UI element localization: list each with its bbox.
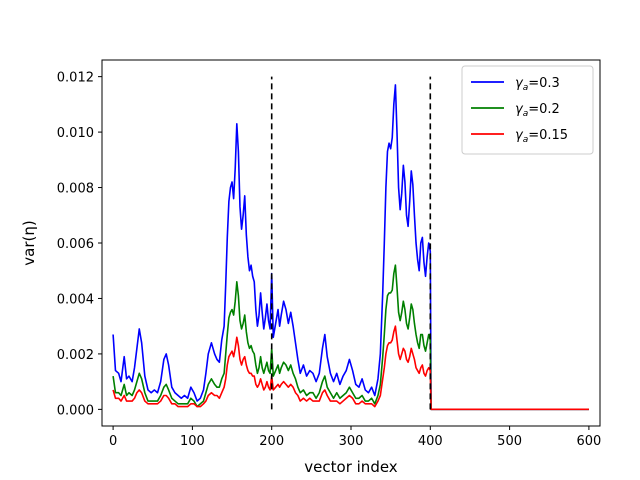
x-tick-label: 600 [576, 434, 601, 449]
x-tick-label: 0 [109, 434, 117, 449]
legend-symbol: γ [515, 128, 524, 143]
series-line-1 [112, 264, 589, 411]
plot-area [112, 76, 589, 411]
legend-value: =0.3 [528, 76, 560, 91]
y-tick-label: 0.004 [57, 292, 94, 307]
legend-subscript: a [523, 109, 529, 119]
x-tick-label: 300 [339, 434, 364, 449]
y-tick-label: 0.012 [57, 71, 94, 86]
legend-value: =0.15 [528, 128, 568, 143]
legend-subscript: a [523, 83, 529, 93]
legend-label-1: γa=0.2 [515, 102, 560, 119]
legend-box [461, 65, 594, 155]
series-line-0 [112, 84, 589, 411]
legend-value: =0.2 [528, 102, 560, 117]
legend-subscript: a [523, 135, 529, 145]
x-tick-label: 400 [418, 434, 443, 449]
y-axis-label: var(η) [20, 220, 38, 265]
y-tick-label: 0.010 [57, 126, 94, 141]
y-tick-label: 0.000 [57, 403, 94, 418]
x-tick-label: 500 [497, 434, 522, 449]
x-axis-label: vector index [304, 458, 398, 476]
legend-symbol: γ [515, 76, 524, 91]
y-tick-label: 0.002 [57, 348, 94, 363]
y-tick-label: 0.008 [57, 182, 94, 197]
x-tick-label: 100 [180, 434, 205, 449]
x-tick-label: 200 [259, 434, 284, 449]
legend: γa=0.3γa=0.2γa=0.15 [461, 65, 594, 155]
series-line-2 [112, 325, 589, 411]
legend-label-0: γa=0.3 [515, 76, 560, 93]
axis-ticks: 0 100 200 300 400 500 600 0.000 0.002 0.004 0.006 0… [57, 71, 602, 449]
y-tick-label: 0.006 [57, 237, 94, 252]
legend-symbol: γ [515, 102, 524, 117]
legend-label-2: γa=0.15 [515, 128, 568, 145]
